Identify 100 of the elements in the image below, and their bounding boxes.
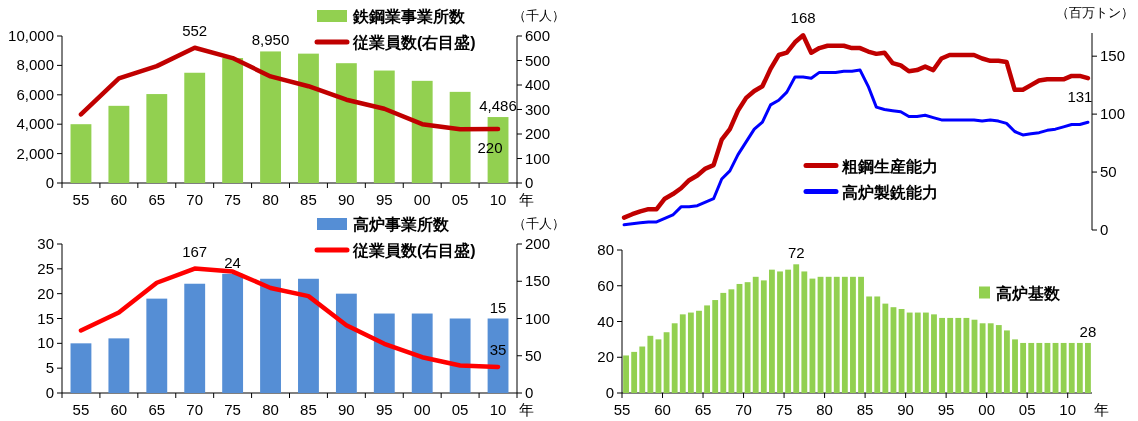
bar: [1085, 342, 1091, 393]
bar: [833, 276, 840, 393]
x-tick-label: 70: [186, 191, 204, 208]
y-tick-label: 100: [1100, 105, 1126, 123]
x-tick-label: 85: [300, 401, 317, 418]
y-tick-label: 20: [597, 348, 614, 366]
x-tick-label: 00: [413, 191, 431, 208]
y-tick-label: 15: [37, 309, 54, 327]
bar: [704, 305, 710, 393]
y2-axis-title: （千人）: [513, 8, 565, 23]
bar: [298, 53, 319, 183]
bar: [260, 51, 281, 183]
x-tick-label: 95: [375, 191, 393, 208]
bar: [108, 105, 130, 183]
bar: [411, 313, 433, 393]
bar: [874, 296, 881, 393]
y-tick-label: 8,000: [16, 56, 54, 74]
y2-tick-label: 0: [525, 384, 534, 401]
y-tick-label: 25: [37, 259, 54, 277]
x-tick-label: 55: [72, 191, 90, 208]
y-tick-label: 10,000: [8, 27, 54, 44]
bar: [696, 310, 702, 393]
x-tick-label: 60: [110, 401, 128, 418]
x-tick-label: 00: [978, 401, 995, 418]
x-tick-label: 55: [72, 401, 90, 418]
bar: [720, 292, 727, 393]
x-axis-title: 年: [1094, 401, 1109, 418]
data-label: 131: [1067, 88, 1093, 106]
y-tick-label: 80: [597, 241, 614, 258]
bar: [728, 289, 735, 393]
x-tick-label: 00: [413, 401, 431, 418]
x-tick-label: 75: [224, 191, 241, 208]
bar: [955, 317, 962, 393]
line-series: [622, 68, 1090, 227]
data-label: 167: [182, 242, 208, 260]
y2-tick-label: 100: [525, 149, 551, 167]
y2-tick-label: 600: [525, 27, 551, 44]
x-tick-label: 95: [937, 401, 955, 418]
bar: [687, 312, 694, 393]
y2-tick-label: 500: [525, 51, 551, 69]
bar: [866, 296, 873, 393]
bar: [825, 276, 832, 393]
bar: [260, 278, 281, 393]
y2-tick-label: 150: [525, 272, 551, 290]
y2-tick-label: 400: [525, 76, 551, 93]
y-tick-label: 5: [45, 359, 54, 377]
y-tick-label: 2,000: [16, 144, 54, 162]
bar: [298, 278, 319, 393]
y-tick-label: 4,000: [16, 115, 54, 133]
y-tick-label: 50: [1100, 163, 1117, 181]
bar: [858, 276, 864, 393]
y-axis-title: （百万トン）: [1056, 5, 1134, 20]
bar: [906, 312, 913, 393]
bar: [335, 293, 357, 393]
y-tick-label: 40: [597, 312, 614, 330]
bar: [947, 317, 954, 393]
y-tick-label: 30: [37, 235, 54, 252]
bar: [882, 303, 889, 393]
bar: [184, 72, 206, 183]
bar: [1012, 339, 1018, 393]
x-tick-label: 90: [897, 401, 914, 418]
x-tick-label: 05: [451, 191, 469, 208]
bar: [1036, 342, 1043, 393]
bar: [679, 314, 686, 393]
bar: [785, 269, 792, 393]
line-series: [621, 33, 1091, 220]
bar: [623, 355, 629, 393]
x-tick-label: 70: [735, 401, 752, 418]
bar: [108, 338, 130, 393]
y2-tick-label: 0: [525, 174, 534, 191]
y-tick-label: 10: [37, 334, 54, 352]
x-tick-label: 60: [110, 191, 128, 208]
bar: [1060, 342, 1067, 393]
y-tick-label: 0: [45, 384, 54, 401]
x-tick-label: 85: [300, 191, 317, 208]
bar: [769, 269, 775, 393]
y2-axis-title: （千人）: [513, 216, 565, 231]
x-tick-label: 75: [775, 401, 793, 418]
y2-tick-label: 200: [525, 235, 551, 252]
data-label: 24: [224, 253, 241, 271]
y2-tick-label: 50: [525, 346, 542, 364]
bar: [1004, 330, 1010, 393]
x-tick-label: 65: [148, 401, 166, 418]
bar: [712, 300, 719, 393]
bar: [639, 346, 646, 393]
data-label: 168: [790, 9, 816, 27]
x-tick-label: 85: [856, 401, 874, 418]
legend-label: 高炉製銑能力: [842, 182, 938, 201]
data-label: 552: [182, 21, 208, 39]
bar: [335, 63, 357, 183]
x-tick-label: 70: [186, 401, 204, 418]
bar: [922, 312, 929, 393]
data-label: 15: [489, 298, 507, 316]
data-label: 4,486: [479, 97, 517, 115]
x-tick-label: 10: [489, 191, 507, 208]
bar: [146, 94, 168, 183]
bar: [801, 271, 808, 393]
bar: [939, 317, 945, 393]
bar: [777, 271, 783, 393]
bar: [184, 283, 206, 393]
